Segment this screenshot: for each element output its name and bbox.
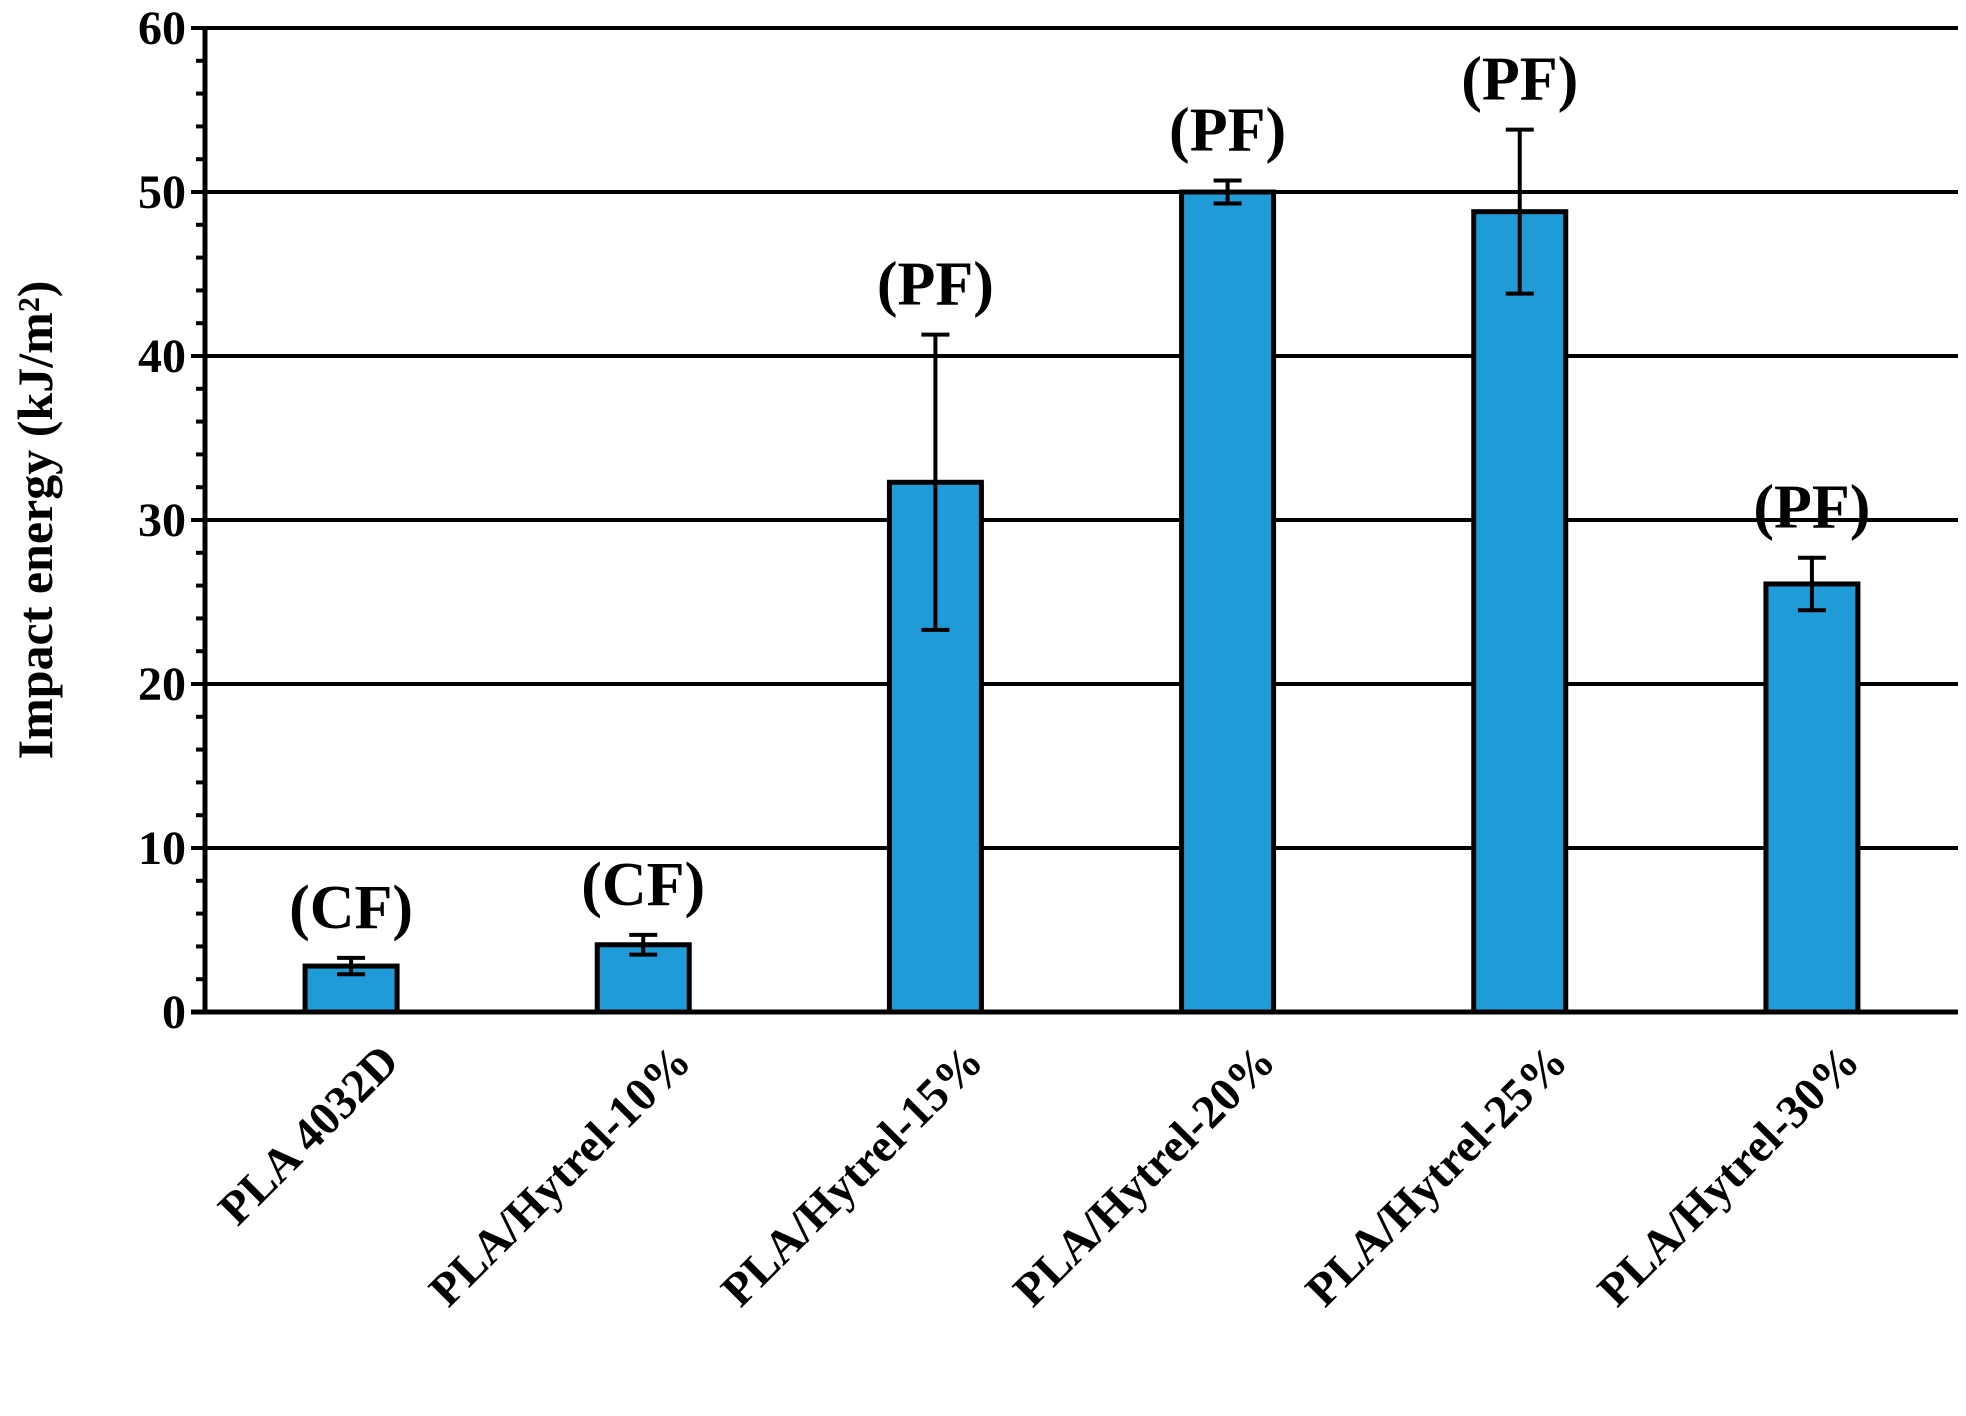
category-label-4: PLA/Hytrel-20% (1004, 1035, 1286, 1317)
grid-lines (205, 26, 1958, 850)
bars (302, 189, 1861, 1015)
annotation-5: (PF) (1461, 46, 1578, 114)
error-bars (337, 127, 1826, 977)
axes (191, 26, 1958, 1015)
annotation-2: (CF) (581, 851, 705, 919)
labels: (CF) PLA 4032D (CF) PLA/Hytrel-10% (PF) PLA/H… (138, 2, 1870, 1317)
y-tick-label-0: 0 (162, 986, 186, 1039)
y-axis-title: Impact energy (kJ/m²) (7, 281, 63, 760)
category-label-2: PLA/Hytrel-10% (419, 1035, 701, 1317)
annotation-6: (PF) (1753, 474, 1870, 542)
annotation-1: (CF) (289, 874, 413, 942)
annotation-4: (PF) (1169, 97, 1286, 165)
y-tick-label-40: 40 (138, 330, 186, 383)
y-tick-label-60: 60 (138, 2, 186, 55)
bar-6 (1763, 581, 1861, 1015)
bar-5 (1471, 209, 1569, 1015)
category-label-6: PLA/Hytrel-30% (1588, 1035, 1870, 1317)
y-tick-label-30: 30 (138, 494, 186, 547)
y-tick-label-50: 50 (138, 166, 186, 219)
category-label-1: PLA 4032D (209, 1035, 409, 1235)
y-tick-label-10: 10 (138, 822, 186, 875)
category-label-5: PLA/Hytrel-25% (1296, 1035, 1578, 1317)
y-tick-label-20: 20 (138, 658, 186, 711)
annotation-3: (PF) (877, 251, 994, 319)
category-label-3: PLA/Hytrel-15% (712, 1035, 994, 1317)
bar-4 (1179, 189, 1277, 1015)
